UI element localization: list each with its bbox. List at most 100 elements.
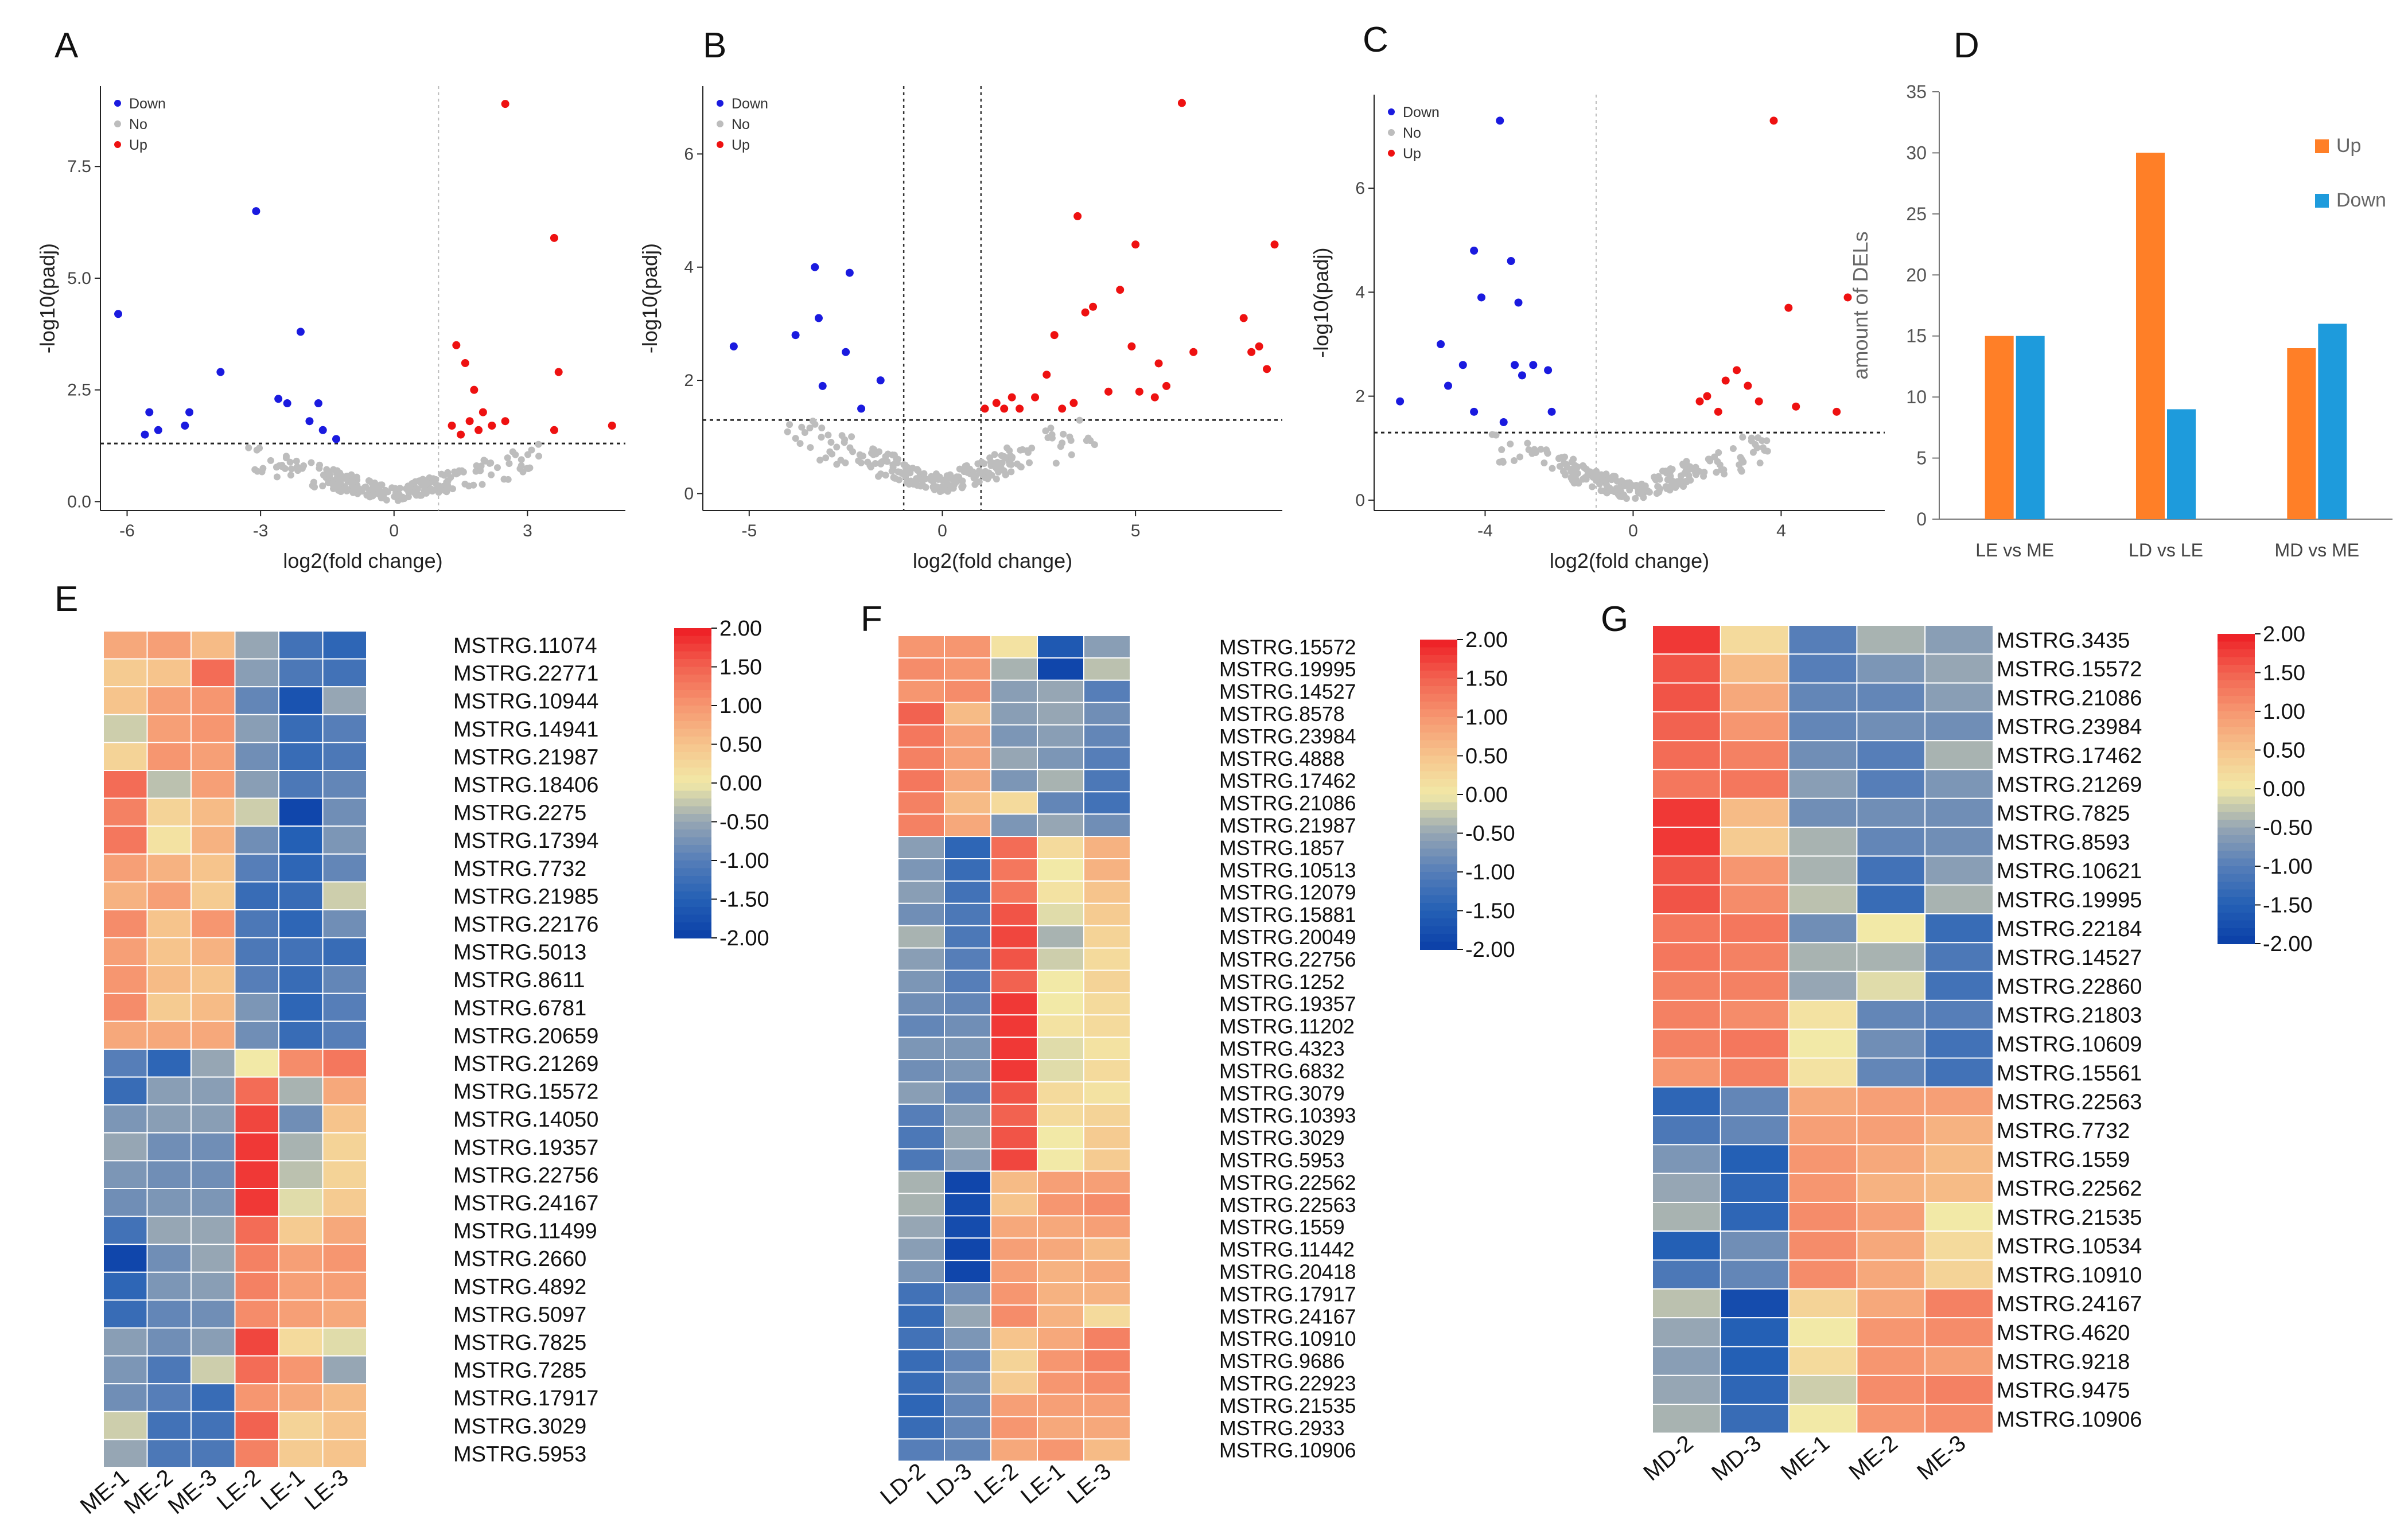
heatmap-cell [234,1383,279,1412]
point-ns [1042,427,1049,435]
heatmap-cell [1037,657,1084,681]
heatmap-cell [1924,1086,1994,1117]
point-ns [1755,434,1762,442]
colorbar-segment [1420,903,1457,912]
heatmap-cell [1037,746,1084,770]
colorbar-tick-label: 2.00 [719,617,762,641]
heatmap-cell [944,769,991,793]
colorbar-tick-label: 1.50 [1465,667,1508,691]
point-down [1470,407,1479,416]
heatmap-cell [146,1160,192,1190]
colorbar-segment [1420,895,1457,903]
heatmap-cell [944,1193,991,1217]
heatmap-cell [1720,942,1790,972]
y-tick-label: 6 [684,145,694,163]
legend-marker [717,120,723,127]
point-ns [1706,455,1713,463]
x-category-label: LE vs ME [1975,540,2054,560]
colorbar-segment [2218,703,2255,712]
point-up [1755,397,1763,406]
heatmap-cell [1856,1144,1926,1174]
heatmap-cell [944,1304,991,1328]
panel-e: E MSTRG.11074 MSTRG.22771 MSTRG.10944 MSTRG.… [55,579,769,1519]
heatmap-cell [897,1215,945,1239]
heatmap-cell [1037,836,1084,859]
colorbar-segment [674,644,711,652]
heatmap-cell [897,1237,945,1261]
heatmap-cell [944,813,991,838]
column-label: LD-2 [876,1458,930,1509]
colorbar-tick-label: 1.50 [2263,661,2305,685]
point-ns [449,485,456,493]
colorbar-segment [1420,810,1457,819]
heatmap-cell [1788,740,1858,770]
heatmap-cell [1652,1029,1721,1059]
heatmap-cell [322,853,367,883]
heatmap-cell [103,1049,148,1078]
row-label: MSTRG.10621 [1997,859,2142,883]
heatmap-cell [1720,1144,1790,1174]
heatmap-cell [234,797,279,827]
heatmap-cell [1788,1259,1858,1290]
heatmap-cell [944,679,991,703]
heatmap-cell [190,1020,236,1050]
colorbar-segment [1420,856,1457,865]
point-ns [1571,462,1579,469]
heatmap-cell [146,1132,192,1162]
heatmap-cell [1856,1115,1926,1146]
heatmap-cell [944,1282,991,1306]
heatmap-cell [1037,1260,1084,1284]
heatmap-cell [322,1076,367,1106]
point-ns [922,484,929,491]
colorbar-segment [2218,750,2255,758]
heatmap-cell [1788,1317,1858,1347]
heatmap-cell [990,746,1038,770]
point-up [608,422,616,430]
heatmap-cell [103,853,148,883]
row-label: MSTRG.15572 [1997,657,2142,681]
point-ns [319,482,326,490]
heatmap-cell [1037,858,1084,882]
heatmap-cell [190,1355,236,1385]
heatmap-cell [322,992,367,1022]
heatmap-cell [1083,880,1131,904]
legend-marker [114,141,121,148]
point-ns [273,473,281,481]
colorbar-segment [674,659,711,668]
colorbar-segment [674,829,711,838]
point-ns [1076,416,1083,424]
heatmap-cell [103,714,148,743]
heatmap-cell [278,714,324,743]
heatmap-cell [1037,1371,1084,1395]
heatmap-cell [1083,1014,1131,1038]
heatmap-cell [1652,1115,1721,1146]
row-label: MSTRG.17917 [1219,1283,1356,1306]
point-ns [801,429,808,437]
point-ns [1537,446,1545,453]
point-ns [350,478,357,486]
y-tick-label: 6 [1355,179,1365,198]
point-ns [1528,450,1536,457]
colorbar-segment [674,930,711,938]
heatmap-cell [234,686,279,715]
point-up [461,359,469,367]
point-down [842,348,850,356]
heatmap-cell [1788,1374,1858,1405]
heatmap-cell [278,1160,324,1190]
heatmap-cell [944,635,991,659]
point-ns [975,467,983,474]
heatmap-cell [103,1439,148,1468]
colorbar-segment [1420,779,1457,788]
heatmap-cell [1720,797,1790,828]
point-ns [504,454,511,462]
heatmap-cell [1652,1288,1721,1319]
heatmap-cell [322,1411,367,1440]
heatmap-cell [1924,855,1994,886]
point-ns [920,470,928,477]
point-up [1784,303,1793,312]
heatmap-cell [278,965,324,994]
colorbar-segment [674,814,711,823]
colorbar-segment [1420,655,1457,664]
heatmap-cell [1037,1125,1084,1150]
point-up [1016,404,1024,413]
